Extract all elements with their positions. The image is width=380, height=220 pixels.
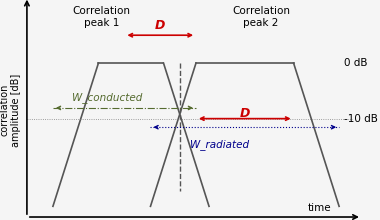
Text: Correlation
peak 2: Correlation peak 2 (232, 6, 290, 28)
Text: D: D (155, 19, 165, 32)
Text: W_radiated: W_radiated (190, 139, 249, 150)
Text: -10 dB: -10 dB (344, 114, 378, 124)
Text: W_conducted: W_conducted (73, 92, 143, 103)
Text: D: D (240, 107, 250, 120)
Text: correlation
amplitude [dB]: correlation amplitude [dB] (0, 73, 21, 147)
Text: time: time (308, 203, 331, 213)
Text: 0 dB: 0 dB (344, 58, 367, 68)
Text: Correlation
peak 1: Correlation peak 1 (73, 6, 131, 28)
